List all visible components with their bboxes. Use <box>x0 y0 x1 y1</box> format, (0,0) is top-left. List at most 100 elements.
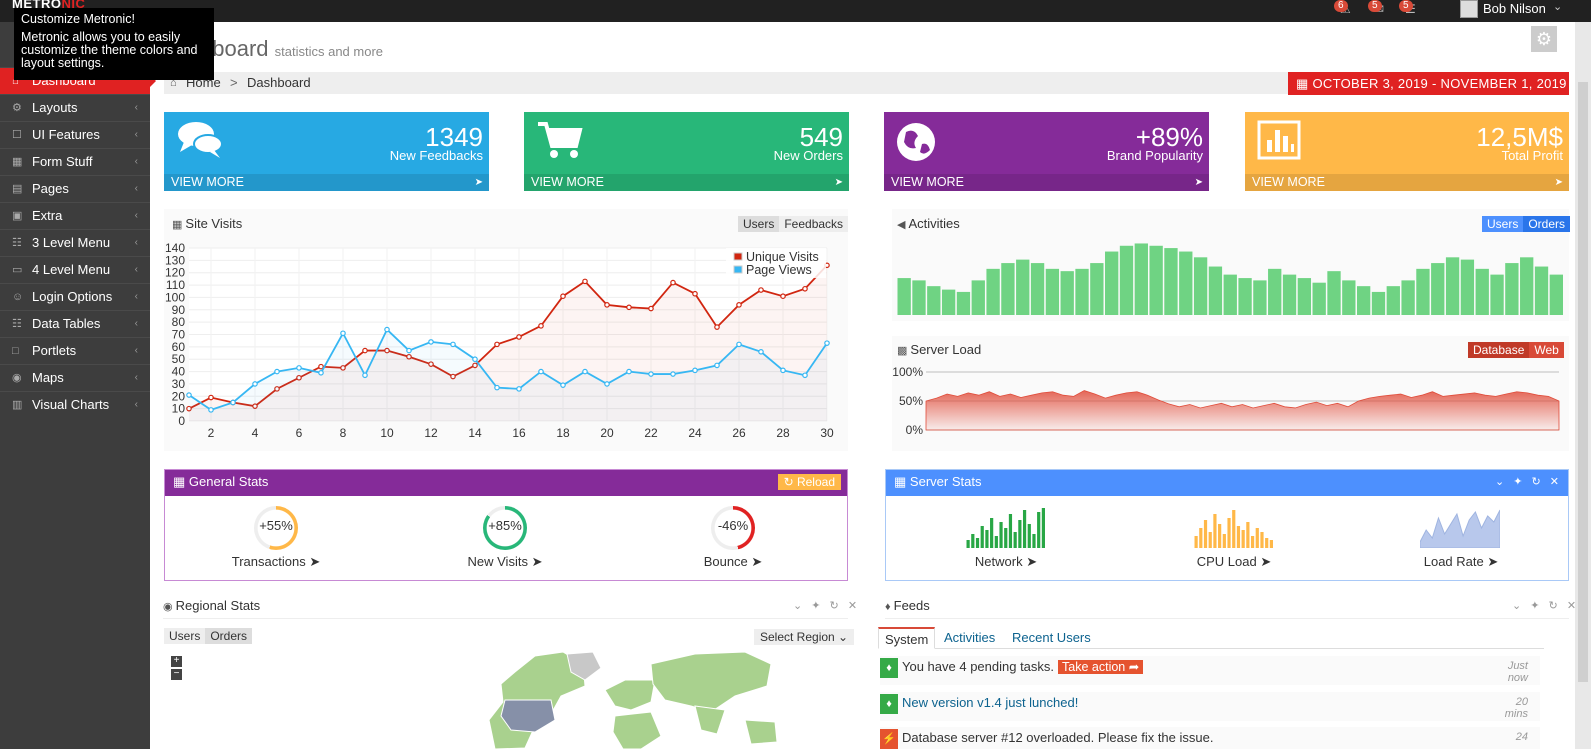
transactions-label[interactable]: Transactions ➤ <box>231 554 321 569</box>
avatar[interactable] <box>1460 0 1478 18</box>
stat-number: +89% <box>1135 122 1203 152</box>
sparkline-bar <box>1213 514 1217 548</box>
toggle-orders[interactable]: Orders <box>205 628 253 644</box>
tasks-icon[interactable]: ☰5 <box>1399 0 1423 18</box>
toggle-web[interactable]: Web <box>1529 342 1564 358</box>
bell-icon: ♦ <box>880 694 898 714</box>
sidebar-item-layouts[interactable]: ⚙ Layouts ‹ <box>0 94 150 121</box>
sidebar-item-visual-charts[interactable]: ▥ Visual Charts ‹ <box>0 391 150 418</box>
tab-activities[interactable]: Activities <box>944 630 996 645</box>
sidebar-item-ui-features[interactable]: ☐ UI Features ‹ <box>0 121 150 148</box>
data-point <box>450 373 456 380</box>
stat-number: 549 <box>799 122 843 152</box>
legend-swatch <box>733 265 743 274</box>
sidebar-item-login-options[interactable]: ☺ Login Options ‹ <box>0 283 150 310</box>
chevron-left-icon: ‹ <box>134 102 138 113</box>
toggle-orders[interactable]: Orders <box>1523 216 1571 232</box>
activity-bar <box>1445 257 1460 315</box>
feed-time: 24 <box>1515 731 1528 743</box>
tooltip-body: Metronic allows you to easily customize … <box>21 30 198 70</box>
data-point <box>714 362 720 369</box>
sidebar-item-data-tables[interactable]: ☷ Data Tables ‹ <box>0 310 150 337</box>
reload-button[interactable]: ↻ Reload <box>777 474 841 490</box>
arrow-circle-icon: ➤ <box>751 554 763 569</box>
stat-label: New Orders <box>773 148 843 163</box>
y-tick-label: 50% <box>899 394 923 408</box>
activity-bar <box>1520 257 1534 315</box>
sidebar-item-4-level-menu[interactable]: ▭ 4 Level Menu ‹ <box>0 256 150 283</box>
stat-number: 12,5M$ <box>1476 122 1563 152</box>
stat-feedbacks: 1349 New Feedbacks VIEW MORE ➤ <box>164 112 489 191</box>
sparkline-bar <box>975 538 980 548</box>
toggle-users[interactable]: Users <box>1482 216 1524 232</box>
activity-bar <box>1179 251 1193 315</box>
stat-orders: 549 New Orders VIEW MORE ➤ <box>524 112 849 191</box>
network-label[interactable]: Network ➤ <box>974 554 1038 569</box>
gear-icon[interactable]: ⚙ <box>1531 26 1557 52</box>
chevron-left-icon: ‹ <box>134 129 138 140</box>
sidebar-item-3-level-menu[interactable]: ☷ 3 Level Menu ‹ <box>0 229 150 256</box>
chevron-left-icon: ‹ <box>134 345 138 356</box>
tab-system[interactable]: System <box>878 627 936 649</box>
select-region-dropdown[interactable]: Select Region ⌄ <box>754 629 855 645</box>
world-map[interactable] <box>455 650 785 749</box>
general-stats-box: ▦ General Stats ↻ Reload +55% Transactio… <box>164 469 848 581</box>
envelope-icon[interactable]: ✉5 <box>1368 0 1392 18</box>
user-name[interactable]: Bob Nilson <box>1483 1 1546 16</box>
view-more-link[interactable]: VIEW MORE ➤ <box>1245 174 1569 191</box>
view-more-link[interactable]: VIEW MORE ➤ <box>164 174 489 191</box>
sidebar-item-portlets[interactable]: □ Portlets ‹ <box>0 337 150 364</box>
chevron-down-icon[interactable]: ⌄ <box>1553 1 1563 13</box>
top-navbar: METRONIC ⚠6 ✉5 ☰5 Bob Nilson ⌄ <box>0 0 1591 22</box>
data-point <box>274 386 280 392</box>
x-tick-label: 20 <box>600 426 614 440</box>
site-visits-toggle: Users Feedbacks <box>738 216 849 232</box>
page-scrollbar[interactable] <box>1575 22 1591 749</box>
portlet-tools[interactable]: ⌄ ✦ ↻ ✕ <box>1494 476 1562 488</box>
arrow-circle-icon: ➤ <box>474 177 483 188</box>
date-range-picker[interactable]: ▦ OCTOBER 3, 2019 - NOVEMBER 1, 2019 ⌄ <box>1288 72 1569 114</box>
view-more-link[interactable]: VIEW MORE ➤ <box>884 174 1209 191</box>
portlet-tools[interactable]: ⌄ ✦ ↻ ✕ <box>1512 600 1580 612</box>
bounce-label[interactable]: Bounce ➤ <box>703 554 763 569</box>
bell-icon: ♦ <box>885 601 891 613</box>
sidebar-item-pages[interactable]: ▤ Pages ‹ <box>0 175 150 202</box>
sidebar-item-maps[interactable]: ◉ Maps ‹ <box>0 364 150 391</box>
tab-recent-users[interactable]: Recent Users <box>1012 630 1091 645</box>
feed-link[interactable]: New version v1.4 just lunched! <box>902 695 1079 710</box>
toggle-users[interactable]: Users <box>738 216 780 232</box>
sparkline-bar <box>1227 518 1231 548</box>
sidebar-item-form-stuff[interactable]: ▦ Form Stuff ‹ <box>0 148 150 175</box>
data-point <box>802 372 808 379</box>
stat-label: Total Profit <box>1501 148 1563 163</box>
arrow-circle-icon: ➤ <box>834 177 843 188</box>
cpu-load-label[interactable]: CPU Load ➤ <box>1196 554 1272 569</box>
new-visits-label[interactable]: New Visits ➤ <box>467 554 543 569</box>
zoom-in-button[interactable]: + <box>171 656 182 667</box>
toggle-feedbacks[interactable]: Feedbacks <box>779 216 849 232</box>
y-tick-label: 20 <box>172 389 186 403</box>
load-rate-label[interactable]: Load Rate ➤ <box>1423 554 1499 569</box>
take-action-button[interactable]: Take action ➦ <box>1058 660 1144 674</box>
warning-icon[interactable]: ⚠6 <box>1334 0 1358 18</box>
sidebar-item-extra[interactable]: ▣ Extra ‹ <box>0 202 150 229</box>
view-more-link[interactable]: VIEW MORE ➤ <box>524 174 849 191</box>
home-icon: ⌂ <box>170 77 177 89</box>
data-point <box>472 356 478 363</box>
activity-bar <box>1238 278 1252 315</box>
toggle-database[interactable]: Database <box>1468 342 1530 358</box>
breadcrumb: ⌂ Home > Dashboard <box>164 72 1554 94</box>
page-title: hboard statistics and more <box>200 36 384 61</box>
scrollbar-thumb[interactable] <box>1578 82 1588 682</box>
sidebar-item-label: Maps <box>32 370 64 385</box>
portlet-tools[interactable]: ⌄ ✦ ↻ ✕ <box>793 600 861 612</box>
briefcase-icon: ▤ <box>12 183 23 195</box>
sidebar-item-label: Visual Charts <box>32 397 110 412</box>
bar-chart-icon: ▥ <box>12 399 23 411</box>
toggle-users[interactable]: Users <box>164 628 206 644</box>
sparkline-bar <box>994 536 998 548</box>
sidebar-item-label: UI Features <box>32 127 100 142</box>
brand-logo[interactable]: METRONIC <box>12 0 86 11</box>
y-tick-label: 50 <box>172 352 186 366</box>
zoom-out-button[interactable]: − <box>171 669 182 680</box>
